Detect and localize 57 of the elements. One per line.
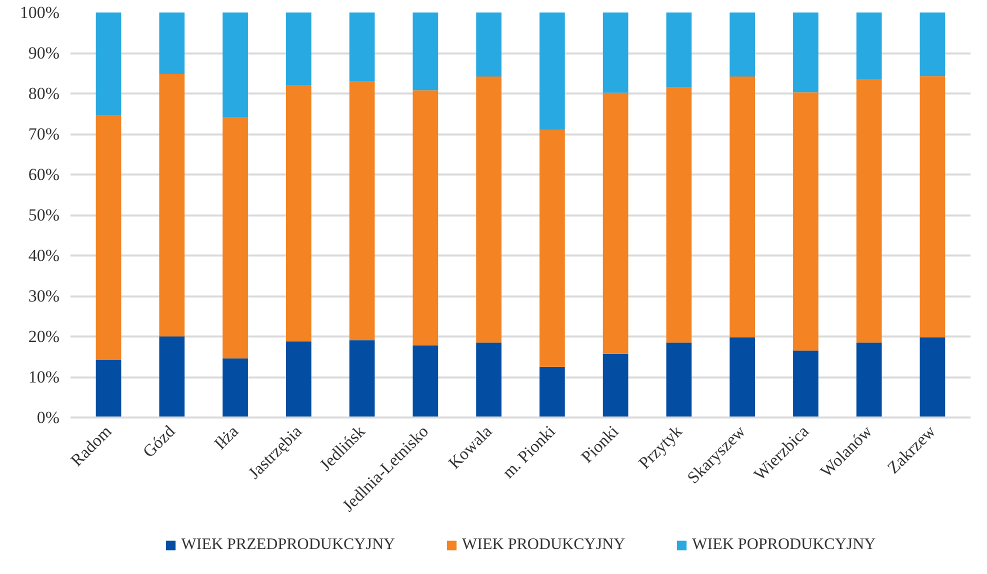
- bar: [222, 358, 248, 418]
- bar: [286, 341, 312, 418]
- bar: [856, 80, 882, 343]
- bar: [222, 12, 248, 117]
- bar: [412, 90, 438, 346]
- bar: [476, 76, 502, 343]
- bar: [666, 12, 692, 88]
- bar: [793, 350, 818, 418]
- bar: [540, 12, 565, 130]
- bar: [286, 12, 312, 85]
- bar: [793, 12, 818, 92]
- bar: [666, 87, 692, 343]
- y-tick-label: 90%: [28, 44, 60, 62]
- bar: [602, 92, 628, 354]
- x-tick-label: Iłża: [210, 421, 242, 454]
- bar: [96, 12, 122, 116]
- bar: [920, 337, 946, 418]
- bar: [666, 342, 692, 418]
- bar: [920, 76, 946, 338]
- legend-label: WIEK PRZEDPRODUKCYJNY: [181, 536, 396, 554]
- bar: [730, 76, 756, 338]
- bar: [476, 342, 502, 418]
- y-tick-label: 40%: [28, 246, 60, 265]
- bar: [96, 116, 122, 360]
- bar: [349, 80, 375, 340]
- bar: [286, 84, 312, 342]
- bar: [159, 336, 185, 418]
- bar: [730, 337, 756, 418]
- y-tick-label: 70%: [28, 124, 60, 144]
- y-tick-label: 100%: [20, 3, 60, 22]
- bar: [222, 116, 248, 358]
- bar: [540, 366, 565, 418]
- y-tick-label: 0%: [36, 408, 60, 427]
- bar: [349, 340, 375, 418]
- legend-label: WIEK POPRODUKCYJNY: [692, 536, 876, 554]
- bar: [602, 354, 628, 418]
- y-tick-label: 80%: [28, 84, 60, 103]
- bar: [920, 12, 946, 76]
- bar: [412, 12, 438, 90]
- bar: [540, 130, 565, 367]
- y-tick-label: 50%: [28, 206, 60, 224]
- y-tick-label: 20%: [28, 327, 60, 346]
- bar: [856, 342, 882, 418]
- bar: [412, 345, 438, 418]
- bar: [159, 74, 185, 336]
- bar: [730, 12, 756, 76]
- bar: [602, 12, 628, 93]
- bar: [96, 360, 122, 418]
- y-tick-label: 10%: [28, 368, 60, 386]
- bar: [856, 12, 882, 80]
- legend-label: WIEK PRODUKCYJNY: [462, 536, 626, 554]
- bar: [349, 12, 375, 81]
- bar: [159, 12, 185, 74]
- bar: [476, 12, 502, 76]
- y-tick-label: 30%: [28, 286, 60, 306]
- y-tick-label: 60%: [28, 165, 60, 184]
- bar: [793, 92, 818, 351]
